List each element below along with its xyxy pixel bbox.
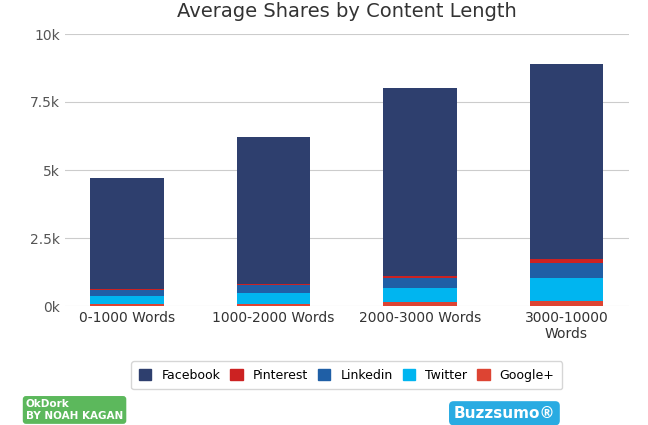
Bar <box>529 263 603 278</box>
Bar <box>383 278 456 288</box>
Bar <box>237 285 310 294</box>
Bar <box>91 297 164 304</box>
Bar <box>529 64 603 259</box>
Bar <box>529 259 603 263</box>
Title: Average Shares by Content Length: Average Shares by Content Length <box>177 2 516 21</box>
Bar <box>237 294 310 303</box>
Bar <box>383 88 456 276</box>
Text: Buzzsumo®: Buzzsumo® <box>454 406 555 421</box>
Bar <box>529 278 603 301</box>
Bar <box>91 289 164 291</box>
Bar <box>383 276 456 278</box>
Bar <box>91 178 164 289</box>
Bar <box>91 304 164 306</box>
Bar <box>529 301 603 306</box>
Bar <box>237 284 310 285</box>
Text: OkDork
BY NOAH KAGAN: OkDork BY NOAH KAGAN <box>26 399 123 421</box>
Bar <box>91 291 164 297</box>
Legend: Facebook, Pinterest, Linkedin, Twitter, Google+: Facebook, Pinterest, Linkedin, Twitter, … <box>132 361 562 389</box>
Bar <box>383 303 456 306</box>
Bar <box>237 137 310 284</box>
Bar <box>383 288 456 303</box>
Bar <box>237 303 310 306</box>
